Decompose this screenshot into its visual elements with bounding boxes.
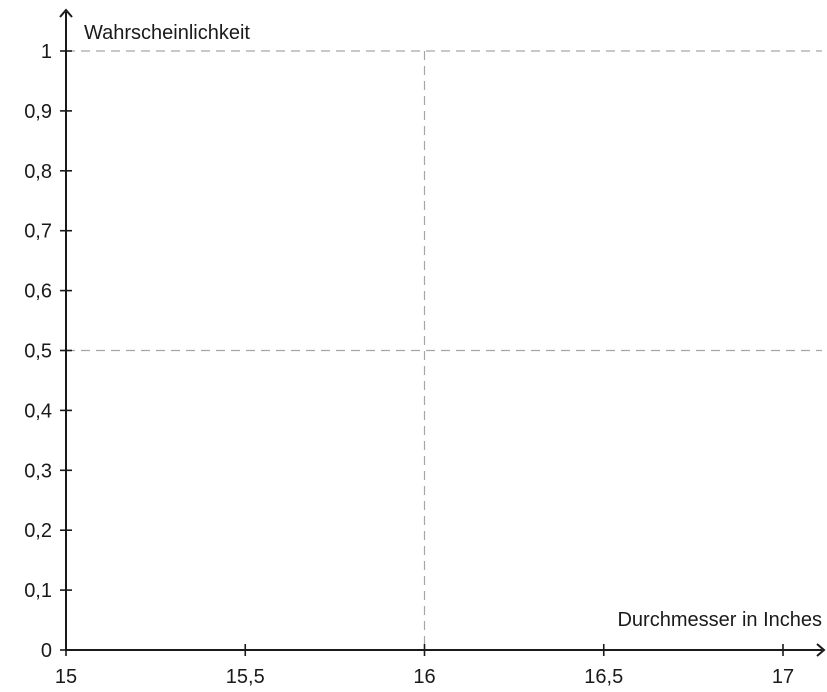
x-tick-label: 17 xyxy=(772,666,794,688)
y-tick-label: 0,5 xyxy=(24,341,52,363)
y-tick-label: 0,3 xyxy=(24,460,52,482)
x-tick-label: 15 xyxy=(55,666,77,688)
y-axis-title: Wahrscheinlichkeit xyxy=(84,22,250,44)
y-tick-label: 0,1 xyxy=(24,580,52,602)
axes xyxy=(59,8,826,657)
y-tick-label: 0,7 xyxy=(24,221,52,243)
x-axis-arrow xyxy=(816,643,826,657)
x-tick-label: 16 xyxy=(413,666,435,688)
reference-lines xyxy=(66,50,822,650)
y-tick-label: 0,9 xyxy=(24,101,52,123)
y-tick-label: 1 xyxy=(41,41,52,63)
y-tick-label: 0,8 xyxy=(24,161,52,183)
x-tick-label: 15,5 xyxy=(226,666,265,688)
x-tick-label: 16,5 xyxy=(584,666,623,688)
y-tick-label: 0,2 xyxy=(24,520,52,542)
x-axis-title: Durchmesser in Inches xyxy=(617,609,822,631)
y-tick-label: 0,4 xyxy=(24,400,52,422)
ticks: 0 0,1 0,2 0,3 0,4 0,5 0,6 0,7 0,8 0,9 1 15 15,5 16 16,… xyxy=(24,41,794,688)
y-axis-arrow xyxy=(59,8,73,18)
y-tick-label: 0,6 xyxy=(24,281,52,303)
y-tick-label: 0 xyxy=(41,640,52,662)
